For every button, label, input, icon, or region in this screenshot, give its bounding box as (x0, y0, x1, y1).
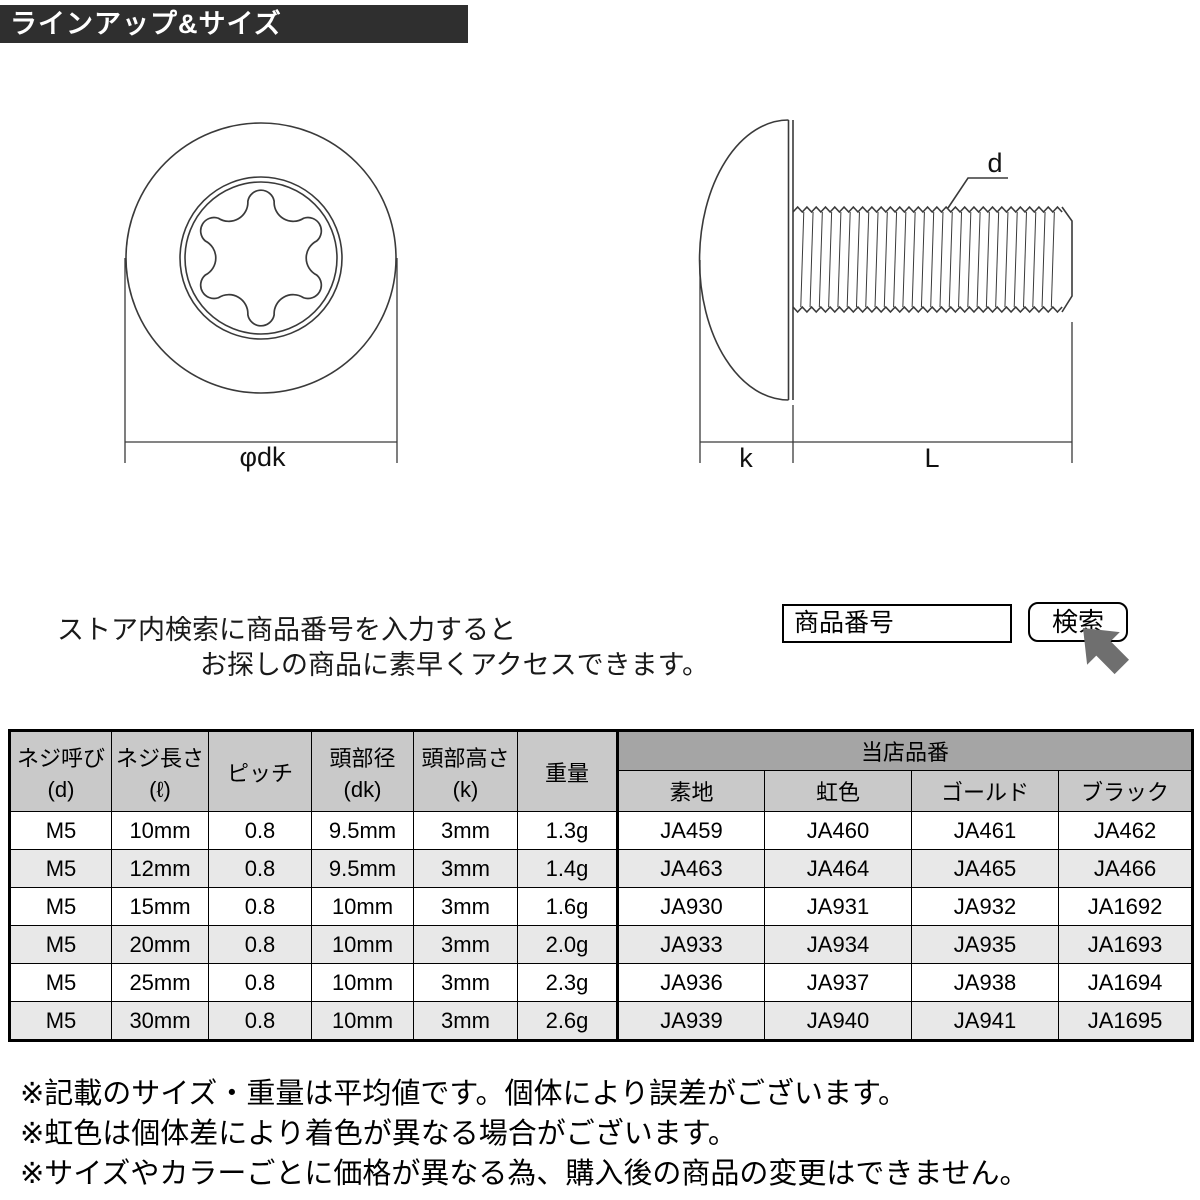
torx-socket-shape (199, 189, 323, 327)
dim-label-k: k (739, 443, 753, 473)
size-spec-table: ネジ呼び (d) ネジ長さ (ℓ) ピッチ 頭部径 (dk) 頭部高さ (k) 重量 当… (8, 729, 1195, 1042)
section-title: ラインアップ&サイズ (0, 5, 468, 43)
cursor-arrow-icon (1083, 628, 1129, 675)
col-header-gold: ゴールド (911, 770, 1059, 812)
col-header-rainbow: 虹色 (764, 770, 912, 812)
footnote-3: ※サイズやカラーごとに価格が異なる為、購入後の商品の変更はできません。 (20, 1158, 1029, 1190)
col-header-head-dia: 頭部径 (dk) (311, 730, 414, 812)
col-header-pitch: ピッチ (208, 730, 312, 812)
dim-label-d: d (987, 148, 1003, 178)
col-header-plain: 素地 (616, 770, 765, 812)
col-header-head-height: 頭部高さ (k) (413, 730, 518, 812)
table-row: M5 20mm 0.8 10mm 3mm 2.0g JA933 JA934 JA935 JA… (9, 925, 1194, 964)
col-header-thread-size: ネジ呼び (d) (9, 730, 112, 812)
leader-line-d (947, 177, 1008, 209)
col-header-black: ブラック (1057, 770, 1194, 812)
table-row: M5 25mm 0.8 10mm 3mm 2.3g JA936 JA937 JA938 JA… (9, 963, 1194, 1002)
table-row: M5 12mm 0.8 9.5mm 3mm 1.4g JA463 JA464 JA465 J… (9, 849, 1194, 888)
table-row: M5 10mm 0.8 9.5mm 3mm 1.3g JA459 JA460 JA461 J… (9, 811, 1194, 850)
footnote-1: ※記載のサイズ・重量は平均値です。個体により誤差がございます。 (20, 1078, 908, 1110)
bolt-side-view-drawing (698, 119, 1073, 463)
table-row: M5 30mm 0.8 10mm 3mm 2.6g JA939 JA940 JA941 JA… (9, 1001, 1194, 1041)
dim-label-L: L (924, 443, 940, 473)
footnote-2: ※虹色は個体差により着色が異なる場合がございます。 (20, 1118, 737, 1150)
search-input[interactable]: 商品番号 (782, 604, 1012, 643)
table-row: M5 15mm 0.8 10mm 3mm 1.6g JA930 JA931 JA932 JA… (9, 887, 1194, 926)
search-instruction-line2: お探しの商品に素早くアクセスできます。 (200, 650, 709, 680)
col-group-part-numbers: 当店品番 (615, 730, 1194, 771)
dim-label-dk: φdk (239, 442, 286, 472)
bolt-front-view-drawing (124, 122, 398, 463)
search-instruction-line1: ストア内検索に商品番号を入力すると (57, 615, 516, 645)
col-header-length: ネジ長さ (ℓ) (111, 730, 209, 812)
col-header-weight: 重量 (517, 730, 618, 812)
